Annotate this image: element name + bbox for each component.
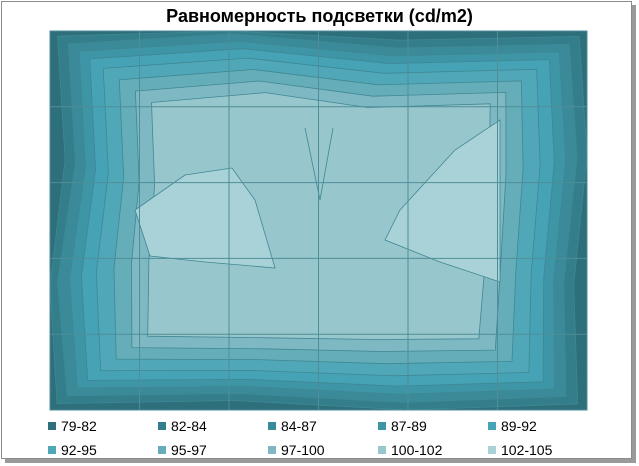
- legend-item: 102-105: [488, 442, 552, 458]
- legend-swatch: [268, 446, 276, 454]
- legend-label: 102-105: [501, 442, 553, 458]
- legend-swatch: [378, 446, 386, 454]
- plot-gridlines: [50, 31, 587, 410]
- legend-item: 82-84: [158, 418, 207, 434]
- contour-dip: [304, 127, 334, 201]
- legend-swatch: [158, 422, 166, 430]
- plot-area-border: [49, 30, 588, 411]
- legend-item: 97-100: [268, 442, 325, 458]
- legend-item: 87-89: [378, 418, 427, 434]
- legend-item: 92-95: [48, 442, 97, 458]
- legend-swatch: [268, 422, 276, 430]
- legend-label: 95-97: [171, 442, 207, 458]
- legend-label: 84-87: [281, 418, 317, 434]
- contour-peak-2: [384, 119, 501, 283]
- legend-item: 89-92: [488, 418, 537, 434]
- legend-swatch: [488, 446, 496, 454]
- legend-item: 84-87: [268, 418, 317, 434]
- legend-swatch: [378, 422, 386, 430]
- legend-item: 79-82: [48, 418, 97, 434]
- legend-label: 89-92: [501, 418, 537, 434]
- legend-label: 100-102: [391, 442, 443, 458]
- legend-swatch: [48, 422, 56, 430]
- legend-label: 92-95: [61, 442, 97, 458]
- legend-item: 100-102: [378, 442, 442, 458]
- legend-item: 95-97: [158, 442, 207, 458]
- chart-title: Равномерность подсветки (cd/m2): [166, 6, 473, 26]
- legend-label: 82-84: [171, 418, 207, 434]
- contour-peak-1: [134, 167, 276, 269]
- legend-swatch: [158, 446, 166, 454]
- contour-bands: [49, 30, 588, 411]
- legend-label: 97-100: [281, 442, 325, 458]
- legend-label: 79-82: [61, 418, 97, 434]
- legend-swatch: [48, 446, 56, 454]
- legend-label: 87-89: [391, 418, 427, 434]
- legend-swatch: [488, 422, 496, 430]
